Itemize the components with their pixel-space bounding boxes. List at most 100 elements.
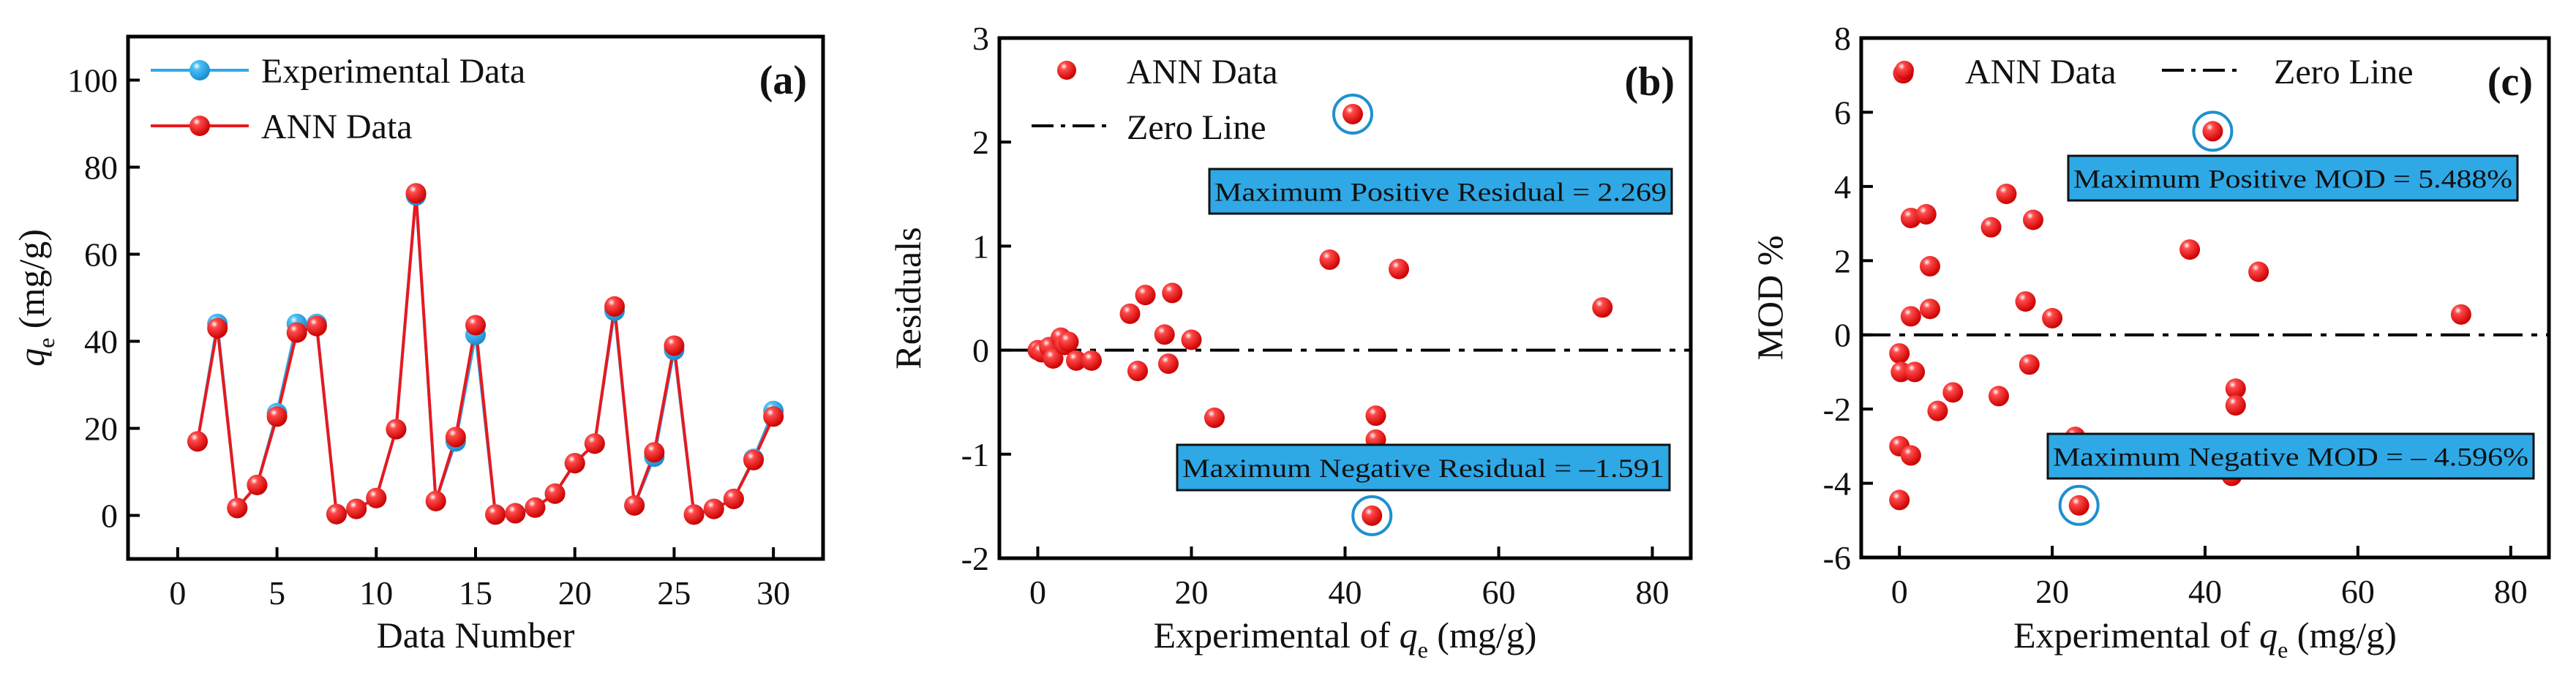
y-tick-label: 100 xyxy=(67,62,118,99)
legend-label: Zero Line xyxy=(1127,108,1266,147)
plot-frame xyxy=(126,34,825,561)
x-tick-label: 0 xyxy=(1029,574,1046,611)
x-tick-label: 20 xyxy=(2035,573,2069,610)
legend-marker xyxy=(189,60,210,80)
legend-label: Experimental Data xyxy=(261,52,525,91)
highlight-circle xyxy=(2192,110,2234,152)
data-point xyxy=(1162,282,1183,304)
data-point xyxy=(664,335,685,356)
y-axis-label: MOD % xyxy=(1749,236,1790,361)
x-tick-label: 20 xyxy=(558,574,592,612)
data-point xyxy=(2225,395,2246,416)
data-point xyxy=(1154,324,1175,345)
legend-marker xyxy=(189,116,210,136)
y-tick-label: 1 xyxy=(972,228,989,265)
data-point xyxy=(425,490,446,511)
data-point xyxy=(1927,400,1948,421)
data-point xyxy=(1900,445,1921,466)
legend-label: Zero Line xyxy=(2274,53,2414,91)
data-point xyxy=(2015,291,2036,312)
y-tick-label: -6 xyxy=(1823,539,1851,577)
data-point xyxy=(465,315,486,336)
y-tick-label: -1 xyxy=(961,436,989,473)
data-point xyxy=(1204,408,1225,429)
y-tick-label: 0 xyxy=(972,332,989,369)
data-point xyxy=(386,418,407,440)
data-point xyxy=(1343,103,1363,124)
data-point xyxy=(2225,378,2246,399)
data-point xyxy=(2023,209,2043,230)
annotation-box xyxy=(2046,432,2535,480)
data-point xyxy=(247,474,268,495)
x-tick-label: 20 xyxy=(1175,574,1209,611)
data-point xyxy=(1319,249,1340,270)
legend-marker xyxy=(1057,61,1076,80)
data-point xyxy=(525,497,546,518)
data-point xyxy=(366,487,387,508)
y-tick-label: 80 xyxy=(84,149,118,187)
data-point xyxy=(703,498,724,519)
x-tick-label: 40 xyxy=(2188,573,2222,610)
data-point xyxy=(286,322,307,343)
data-point xyxy=(405,183,427,204)
data-point xyxy=(1389,258,1409,279)
data-point xyxy=(644,442,665,463)
data-point xyxy=(1119,303,1141,324)
y-tick-label: 2 xyxy=(1834,242,1851,279)
highlight-circle xyxy=(2058,484,2100,526)
x-tick-label: 80 xyxy=(1636,574,1670,611)
x-tick-label: 15 xyxy=(459,574,492,612)
data-point xyxy=(445,427,466,448)
data-point xyxy=(564,453,585,474)
data-point xyxy=(1365,405,1386,427)
y-tick-label: 20 xyxy=(84,410,118,448)
legend-label: ANN Data xyxy=(261,108,413,146)
data-point xyxy=(1362,505,1383,526)
x-tick-label: 80 xyxy=(2494,573,2528,610)
y-tick-label: 3 xyxy=(972,20,989,57)
y-tick-label: -4 xyxy=(1823,465,1851,503)
data-point xyxy=(1066,350,1086,371)
annotation-text: Maximum Negative Residual = –1.591 xyxy=(1182,454,1664,483)
data-point xyxy=(743,449,764,470)
highlight-circle xyxy=(1332,93,1373,135)
data-point xyxy=(683,504,705,525)
data-point xyxy=(1920,298,1940,320)
panel-b: 0 20 40 60 80 -2 -1 0 1 2 3 (b) Experimental of qe (… xyxy=(887,20,1693,663)
data-point xyxy=(326,503,347,525)
x-tick-label: 60 xyxy=(1482,574,1516,611)
y-axis-label: Residuals xyxy=(887,227,928,369)
x-tick-label: 0 xyxy=(169,574,186,612)
data-point xyxy=(306,315,327,337)
data-point xyxy=(227,497,248,519)
x-tick-label: 40 xyxy=(1329,574,1362,611)
data-point xyxy=(1135,285,1156,306)
data-point xyxy=(1889,489,1910,511)
data-point xyxy=(485,504,506,525)
x-axis-label: Experimental of qe (mg/g) xyxy=(1154,615,1537,663)
y-tick-label: 60 xyxy=(84,236,118,274)
data-point xyxy=(1996,184,2017,204)
data-point xyxy=(346,498,367,519)
x-tick-label: 10 xyxy=(359,574,393,612)
y-axis-label: qe (mg/g) xyxy=(11,229,59,367)
data-point xyxy=(2042,307,2063,328)
panel-label: (b) xyxy=(1625,59,1675,105)
panel-a: 0 5 10 15 20 25 30 0 20 40 60 80 100 (a) Data Number qe… xyxy=(11,34,825,656)
data-point xyxy=(1592,297,1613,318)
x-tick-label: 30 xyxy=(756,574,790,612)
annotation-text: Maximum Negative MOD = – 4.596% xyxy=(2053,443,2528,472)
legend-label: ANN Data xyxy=(1965,53,2117,91)
data-point xyxy=(763,406,784,427)
data-point xyxy=(1058,331,1079,353)
data-point xyxy=(584,433,605,454)
data-point xyxy=(207,318,228,339)
y-tick-label: 40 xyxy=(84,323,118,361)
data-point xyxy=(544,483,566,504)
data-point xyxy=(1081,350,1102,371)
x-axis-label: Experimental of qe (mg/g) xyxy=(2013,615,2397,663)
data-point xyxy=(505,503,526,524)
data-point xyxy=(1980,217,2002,238)
data-point xyxy=(1915,203,1937,225)
